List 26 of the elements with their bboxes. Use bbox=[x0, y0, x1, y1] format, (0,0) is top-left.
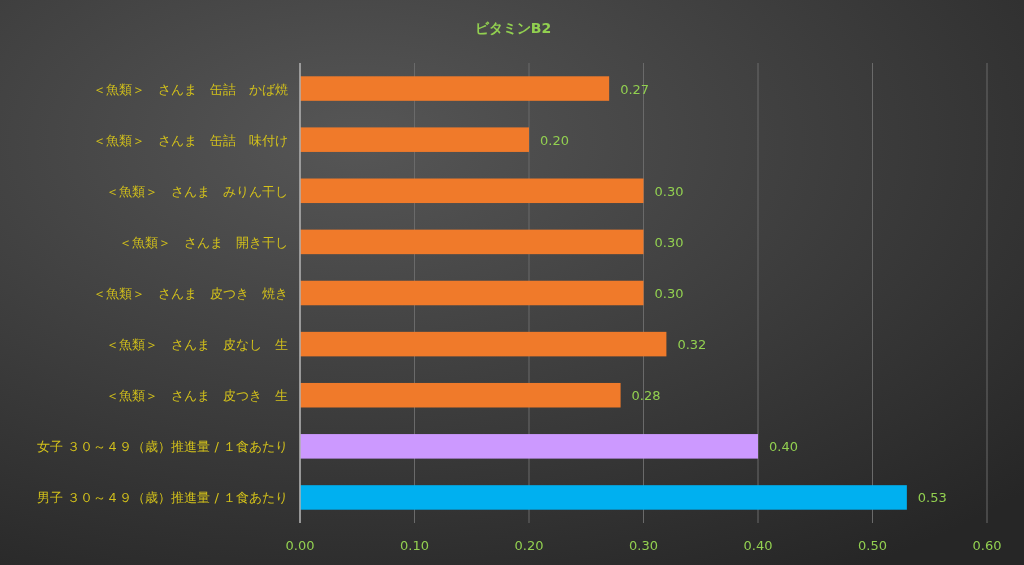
x-tick-label: 0.10 bbox=[400, 538, 429, 553]
data-label: 0.27 bbox=[620, 81, 650, 97]
y-tick-label: ＜魚類＞ さんま みりん干し bbox=[106, 183, 288, 199]
data-label: 0.32 bbox=[677, 337, 707, 353]
x-tick-label: 0.20 bbox=[514, 538, 544, 553]
y-tick-label: 男子 ３０～４９（歳）推進量 / １食あたり bbox=[37, 490, 288, 506]
y-tick-label: ＜魚類＞ さんま 缶詰 かば焼 bbox=[93, 81, 288, 97]
x-tick-label: 0.60 bbox=[972, 538, 1002, 553]
data-label: 0.53 bbox=[917, 490, 947, 506]
data-label: 0.30 bbox=[654, 286, 684, 301]
data-label: 0.20 bbox=[540, 132, 569, 148]
y-tick-label: 女子 ３０～４９（歳）推進量 / １食あたり bbox=[37, 439, 288, 455]
data-label: 0.30 bbox=[654, 183, 684, 199]
data-label: 0.30 bbox=[654, 234, 684, 250]
data-label: 0.28 bbox=[631, 388, 661, 404]
y-tick-label: ＜魚類＞ さんま 開き干し bbox=[119, 234, 288, 250]
y-tick-label: ＜魚類＞ さんま 缶詰 味付け bbox=[93, 132, 288, 148]
data-label: 0.40 bbox=[769, 439, 798, 455]
y-tick-label: ＜魚類＞ さんま 皮つき 焼き bbox=[93, 286, 288, 301]
x-tick-label: 0.30 bbox=[629, 538, 658, 553]
x-tick-label: 0.40 bbox=[743, 538, 773, 553]
x-tick-label: 0.50 bbox=[858, 538, 887, 553]
x-tick-label: 0.00 bbox=[285, 538, 315, 553]
y-tick-label: ＜魚類＞ さんま 皮なし 生 bbox=[106, 337, 288, 353]
y-tick-label: ＜魚類＞ さんま 皮つき 生 bbox=[106, 388, 288, 404]
chart-title: ビタミンB2 bbox=[474, 20, 552, 36]
